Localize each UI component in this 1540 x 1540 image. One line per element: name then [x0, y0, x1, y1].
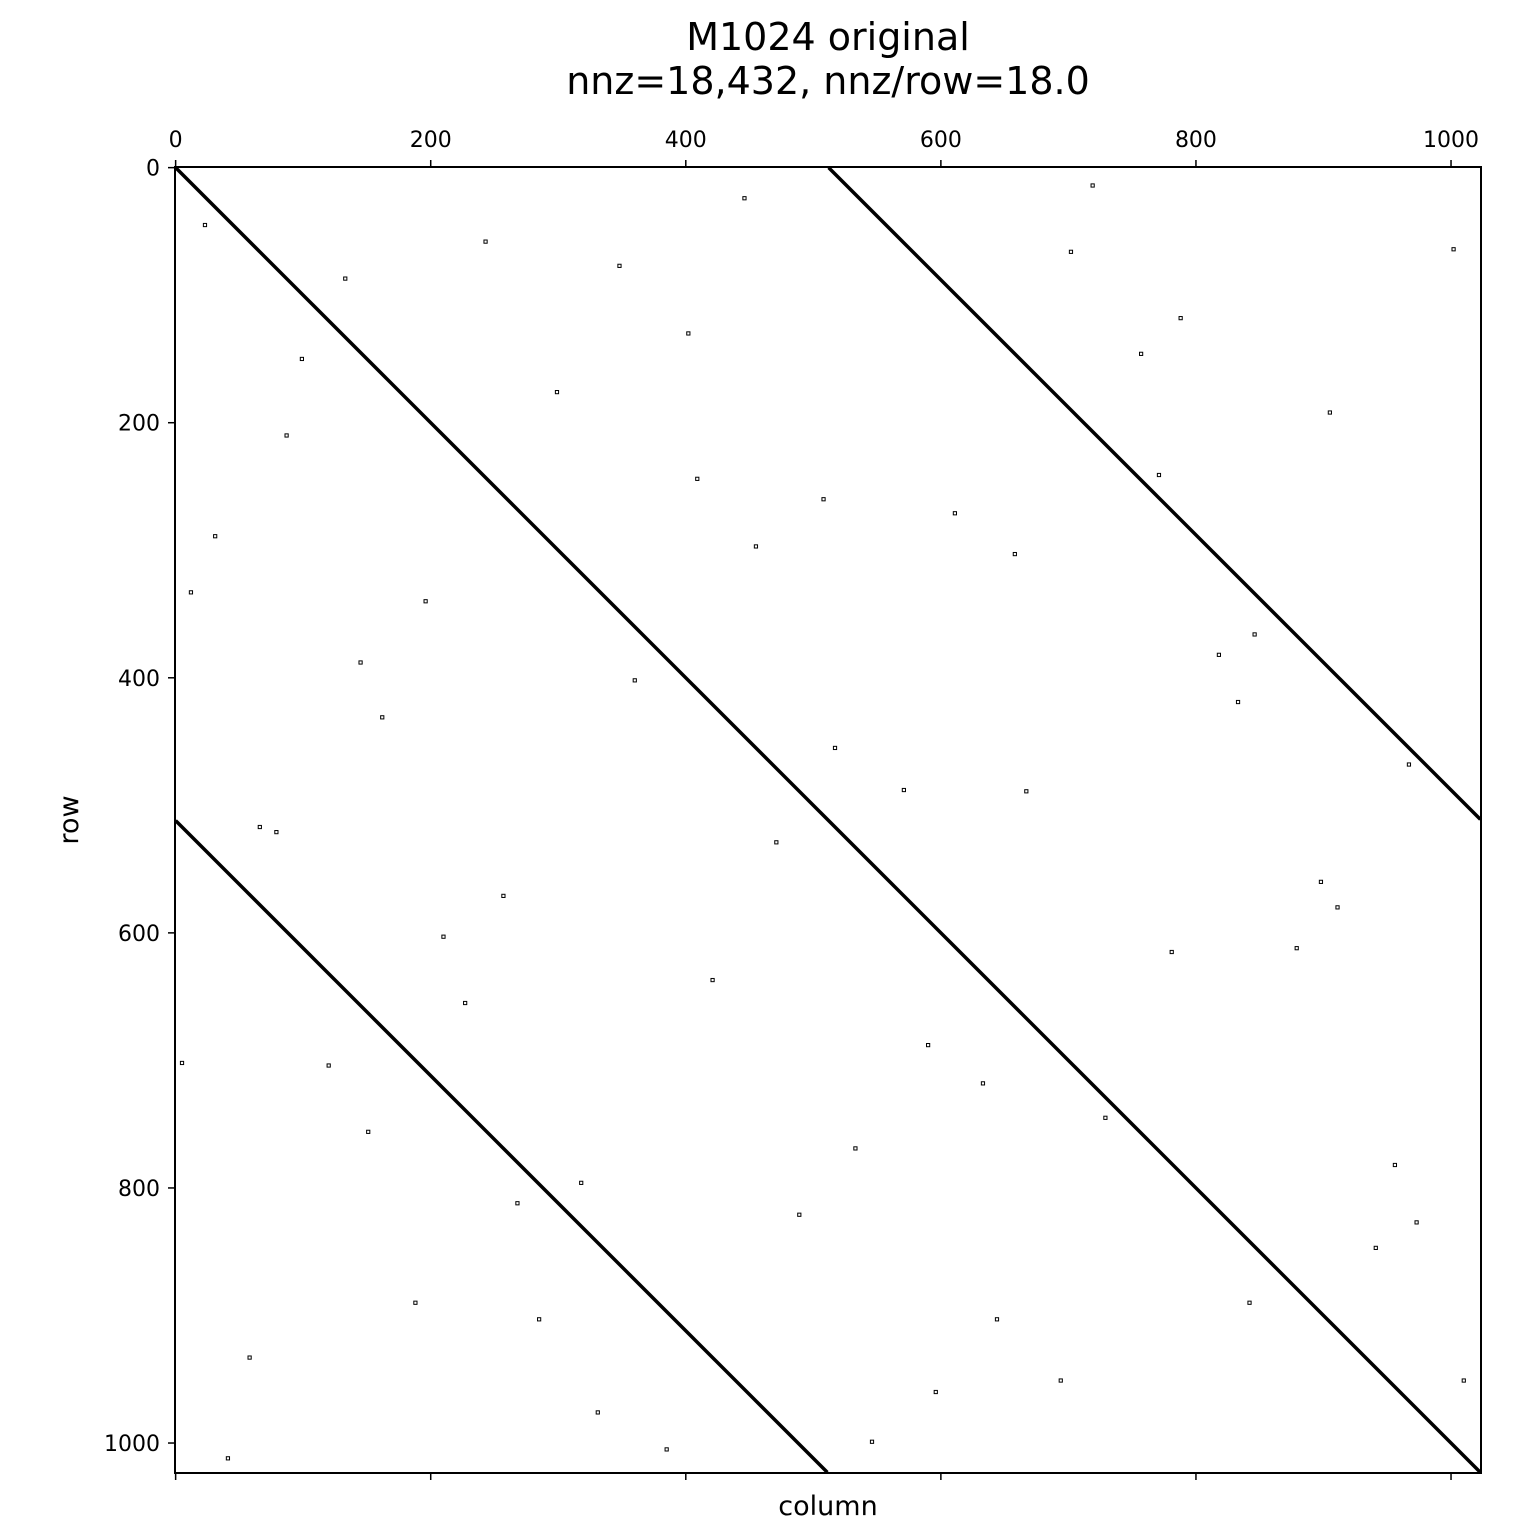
nonzero-marker	[463, 1000, 468, 1006]
nonzero-marker	[952, 511, 958, 516]
nonzero-marker	[537, 1317, 542, 1322]
nonzero-marker	[869, 1439, 875, 1444]
nonzero-marker	[632, 678, 637, 683]
nonzero-marker	[1414, 1220, 1419, 1225]
nonzero-marker	[1068, 249, 1074, 254]
nonzero-marker	[326, 1063, 331, 1068]
y-tick-label: 0	[146, 157, 160, 182]
nonzero-marker	[1216, 652, 1222, 657]
nonzero-marker	[202, 222, 208, 228]
x-tick-label: 200	[410, 128, 452, 153]
nonzero-marker	[1373, 1245, 1378, 1250]
nonzero-marker	[380, 715, 385, 720]
nonzero-marker	[423, 599, 428, 604]
nonzero-marker	[225, 1456, 231, 1461]
plot-frame	[174, 166, 1482, 1474]
nonzero-marker	[1235, 699, 1241, 705]
nonzero-marker	[343, 276, 348, 281]
nonzero-marker	[1178, 316, 1183, 321]
x-tick-label: 0	[169, 128, 183, 153]
y-tick-label: 200	[118, 412, 160, 437]
nonzero-marker	[1247, 1300, 1252, 1305]
nonzero-marker	[213, 534, 218, 539]
nonzero-marker	[753, 544, 759, 549]
nonzero-marker	[1169, 949, 1174, 955]
nonzero-marker	[299, 356, 305, 362]
nonzero-marker	[797, 1212, 802, 1217]
nonzero-marker	[1392, 1162, 1398, 1168]
x-tick-label: 800	[1175, 128, 1217, 153]
nonzero-marker	[1156, 472, 1162, 478]
nonzero-marker	[617, 263, 622, 268]
nonzero-marker	[1335, 905, 1340, 910]
nonzero-marker	[579, 1180, 584, 1185]
nonzero-marker	[686, 331, 691, 336]
nonzero-marker	[926, 1043, 931, 1048]
nonzero-marker	[483, 239, 488, 244]
x-tick-label: 1000	[1423, 128, 1479, 153]
nonzero-marker	[1294, 946, 1299, 951]
nonzero-marker	[1461, 1378, 1466, 1383]
nonzero-marker	[994, 1317, 1000, 1322]
diagonal-band	[174, 819, 829, 1474]
nonzero-marker	[501, 893, 506, 898]
y-tick-label: 400	[118, 667, 160, 692]
nonzero-marker	[980, 1081, 986, 1086]
nonzero-marker	[1024, 789, 1029, 794]
chart-title: M1024 original	[686, 15, 970, 59]
nonzero-marker	[1318, 879, 1324, 884]
nonzero-marker	[247, 1355, 252, 1360]
y-axis-label: row	[54, 795, 85, 844]
y-tick-label: 600	[118, 922, 160, 947]
nonzero-marker	[1103, 1115, 1108, 1120]
nonzero-marker	[1139, 351, 1144, 356]
y-tick-label: 800	[118, 1177, 160, 1202]
nonzero-marker	[853, 1146, 858, 1151]
nonzero-marker	[664, 1447, 669, 1452]
nonzero-marker	[1012, 551, 1017, 557]
y-tick-label: 1000	[104, 1432, 160, 1457]
nonzero-marker	[274, 830, 279, 835]
nonzero-marker	[366, 1129, 371, 1134]
nonzero-marker	[710, 977, 715, 983]
nonzero-marker	[257, 824, 262, 830]
chart-subtitle: nnz=18,432, nnz/row=18.0	[566, 59, 1090, 103]
nonzero-marker	[284, 433, 289, 438]
x-axis-label: column	[778, 1491, 877, 1522]
nonzero-marker	[774, 840, 779, 845]
nonzero-marker	[821, 497, 826, 502]
nonzero-marker	[358, 660, 363, 665]
nonzero-marker	[832, 745, 838, 751]
nonzero-marker	[1451, 247, 1456, 252]
x-tick-label: 400	[665, 128, 707, 153]
nonzero-marker	[188, 590, 194, 595]
nonzero-marker	[441, 934, 446, 939]
nonzero-marker	[901, 787, 906, 793]
nonzero-marker	[554, 390, 560, 395]
diagonal-band	[827, 166, 1482, 821]
nonzero-marker	[1058, 1378, 1063, 1383]
nonzero-marker	[413, 1300, 418, 1305]
nonzero-marker	[933, 1389, 938, 1395]
nonzero-marker	[1327, 410, 1332, 415]
nonzero-marker	[179, 1060, 185, 1066]
x-tick-label: 600	[920, 128, 962, 153]
nonzero-marker	[1252, 632, 1257, 637]
nonzero-marker	[742, 196, 747, 201]
nonzero-marker	[515, 1201, 520, 1206]
nonzero-marker	[595, 1410, 600, 1415]
nonzero-marker	[1090, 183, 1095, 188]
nonzero-marker	[1406, 762, 1412, 767]
diagonal-band	[174, 166, 1482, 1474]
nonzero-marker	[695, 476, 700, 481]
